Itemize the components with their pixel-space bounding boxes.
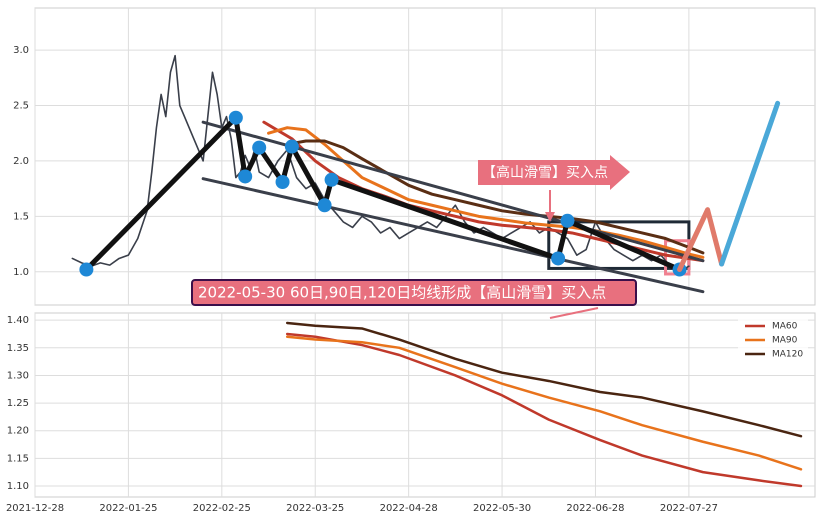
annotation: 【高山滑雪】买入点 <box>478 155 630 222</box>
line <box>285 335 803 471</box>
line <box>201 177 705 294</box>
x-tick-label: 2022-02-25 <box>193 503 251 514</box>
marker <box>252 140 267 155</box>
marker <box>228 110 243 125</box>
legend: MA60 MA90 MA120 <box>738 318 808 364</box>
line <box>719 100 781 267</box>
marker <box>551 251 566 266</box>
line <box>677 207 725 273</box>
line <box>285 139 705 255</box>
y-tick-label: 2.0 <box>13 156 29 167</box>
marker <box>324 172 339 187</box>
marker <box>79 262 94 277</box>
legend-label: MA90 <box>772 336 798 346</box>
marker <box>284 139 299 154</box>
line <box>285 321 803 438</box>
x-tick-label: 2022-07-27 <box>660 503 718 514</box>
y-tick-label: 1.40 <box>7 315 29 326</box>
annotation-pointer <box>549 307 599 319</box>
plot-area <box>34 312 816 498</box>
y-tick-label: 1.15 <box>7 453 29 464</box>
marker <box>317 198 332 213</box>
legend-label: MA120 <box>772 350 803 360</box>
y-tick-label: 1.30 <box>7 370 29 381</box>
x-tick-label: 2022-05-30 <box>473 503 531 514</box>
x-tick-label: 2022-01-25 <box>99 503 157 514</box>
y-tick-label: 1.10 <box>7 481 29 492</box>
x-tick-label: 2022-04-28 <box>380 503 438 514</box>
legend-label: MA60 <box>772 322 798 332</box>
y-tick-label: 1.20 <box>7 426 29 437</box>
annotation-arrow-box <box>478 155 630 190</box>
x-tick-label: 2022-06-28 <box>566 503 624 514</box>
annotation-pointer-head <box>545 212 555 222</box>
marker <box>275 174 290 189</box>
y-tick-label: 1.0 <box>13 267 29 278</box>
x-tick-label: 2022-03-25 <box>286 503 344 514</box>
line <box>262 120 705 263</box>
annotation-box <box>191 279 637 306</box>
line <box>267 126 705 259</box>
y-tick-label: 3.0 <box>13 45 29 56</box>
y-tick-label: 2.5 <box>13 101 29 112</box>
annotation-text: 2022-05-30 60日,90日,120日均线形成【高山滑雪】买入点 <box>198 284 606 302</box>
y-tick-label: 1.35 <box>7 343 29 354</box>
marker <box>238 169 253 184</box>
y-tick-label: 1.5 <box>13 211 29 222</box>
y-tick-label: 1.25 <box>7 398 29 409</box>
line <box>285 332 803 488</box>
annotation-text: 【高山滑雪】买入点 <box>482 164 608 181</box>
annotation: 2022-05-30 60日,90日,120日均线形成【高山滑雪】买入点 <box>191 279 637 319</box>
x-tick-label: 2021-12-28 <box>6 503 64 514</box>
marker <box>560 213 575 228</box>
